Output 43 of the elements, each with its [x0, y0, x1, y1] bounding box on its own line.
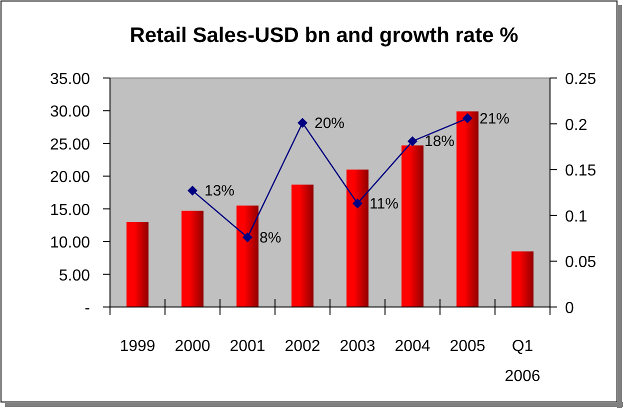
bar [456, 111, 478, 307]
y-tick-label: 35.00 [50, 71, 90, 88]
y2-tick-label: 0.2 [565, 116, 588, 134]
y-tick-label: 15.00 [50, 202, 90, 219]
bar [346, 170, 368, 307]
data-label: 8% [260, 229, 282, 246]
bar [182, 210, 204, 307]
y2-tick-label: 0 [565, 300, 574, 317]
bar [236, 206, 258, 307]
data-label: 11% [370, 195, 398, 212]
data-label: 20% [314, 114, 345, 132]
x-tick-label: 2005 [450, 338, 486, 355]
x-tick-label: Q1 2006 [504, 338, 540, 385]
y2-tick-label: 0.1 [565, 208, 588, 226]
data-label: 18% [424, 133, 455, 150]
data-label: 13% [204, 182, 235, 200]
data-label: 21% [480, 110, 510, 128]
bar [126, 222, 148, 307]
x-tick-label: 2003 [340, 338, 376, 355]
y-tick-label: 10.00 [50, 234, 90, 252]
bar [292, 184, 314, 307]
point [408, 136, 418, 146]
x-tick-label: 2004 [394, 338, 430, 355]
x-tick-label: 2001 [230, 338, 266, 355]
point [462, 113, 472, 124]
bar [512, 251, 534, 307]
point [242, 232, 252, 242]
y2-tick-label: 0.05 [565, 254, 596, 272]
chart-title: Retail Sales-USD bn and growth rate % [130, 24, 519, 47]
x-tick-label: 1999 [120, 338, 156, 355]
y-tick-label: 20.00 [50, 169, 90, 186]
y2-tick-label: 0.15 [565, 162, 596, 180]
x-tick-label: 2002 [284, 338, 320, 355]
point [298, 118, 308, 128]
x-tick-label: 2000 [174, 338, 210, 355]
bar [402, 145, 424, 307]
point [188, 186, 198, 196]
y2-tick-label: 0.25 [565, 71, 596, 88]
y-tick-label: 5.00 [58, 267, 90, 284]
y-tick-label: 30.00 [50, 104, 90, 121]
y-tick-label: - [84, 300, 90, 317]
y-tick-label: 25.00 [50, 136, 90, 154]
point [352, 198, 362, 208]
